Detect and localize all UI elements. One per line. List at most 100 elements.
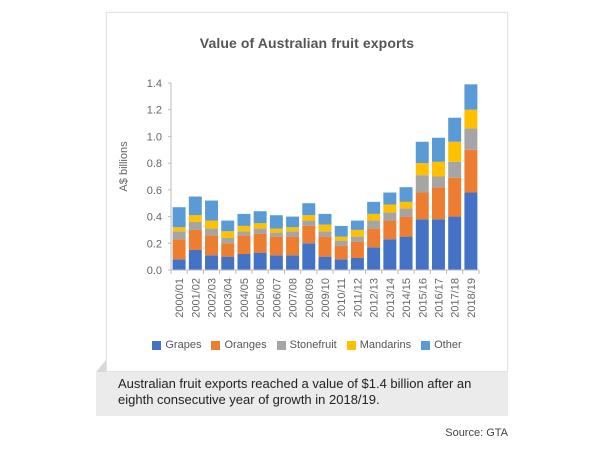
bar-segment-stonefruit: [237, 231, 251, 236]
bar-segment-grapes: [302, 243, 316, 270]
bar-stack: [188, 196, 202, 270]
bar-segment-grapes: [464, 192, 478, 270]
bar-segment-mandarins: [334, 236, 348, 241]
x-tick-label: 2012/13: [369, 278, 381, 318]
bar-segment-mandarins: [448, 141, 462, 162]
bar-segment-oranges: [318, 236, 332, 257]
legend-label: Stonefruit: [289, 339, 337, 351]
y-tick-label: 1.2: [147, 105, 162, 117]
bar-segment-stonefruit: [350, 236, 364, 242]
bar-segment-grapes: [221, 256, 235, 270]
x-tick-label: 2008/09: [304, 278, 316, 318]
bar-segment-other: [302, 203, 316, 216]
legend-label: Mandarins: [359, 339, 412, 351]
legend-label: Grapes: [165, 339, 202, 351]
x-tick-label: 2003/04: [223, 278, 235, 318]
y-tick-label: 0.6: [147, 185, 162, 197]
legend-swatch: [276, 340, 286, 350]
legend-swatch: [421, 340, 431, 350]
x-tick-label: 2011/12: [352, 278, 364, 317]
bar-segment-stonefruit: [269, 232, 283, 237]
source-note: Source: GTA: [445, 427, 508, 439]
y-tick-label: 0.2: [147, 238, 162, 250]
bar-segment-grapes: [431, 219, 445, 270]
x-tick-label: 2004/05: [239, 278, 251, 318]
bar-stack: [221, 220, 235, 270]
bar-segment-oranges: [188, 229, 202, 250]
bar-segment-grapes: [334, 259, 348, 270]
bar-stack: [302, 203, 316, 270]
bar-segment-other: [221, 220, 235, 232]
bar-segment-oranges: [464, 149, 478, 193]
bar-segment-stonefruit: [383, 212, 397, 221]
bar-segment-mandarins: [205, 220, 219, 229]
x-tick-label: 2015/16: [417, 278, 429, 318]
x-tick-label: 2007/08: [288, 278, 300, 318]
x-tick-label: 2002/03: [207, 278, 219, 318]
bar-segment-mandarins: [253, 223, 267, 229]
x-tick-label: 2000/01: [174, 278, 186, 318]
bar-segment-oranges: [253, 233, 267, 253]
legend: Grapes Oranges Stonefruit Mandarins Other: [107, 339, 507, 351]
caption-fold-decoration: [96, 360, 106, 372]
bar-segment-mandarins: [302, 215, 316, 221]
y-axis: 0.0 0.2 0.4 0.6 0.8 1.0 1.2 1.4: [147, 78, 172, 277]
bar-segment-mandarins: [269, 228, 283, 233]
bar-segment-stonefruit: [334, 240, 348, 246]
y-tick-label: 0.4: [147, 212, 162, 224]
bar-segment-stonefruit: [188, 221, 202, 230]
stacked-bar-chart: 0.00.20.40.60.81.01.21.4 2000/01 2001/02 2…: [118, 78, 480, 318]
bar-segment-oranges: [286, 236, 300, 256]
bar-segment-oranges: [205, 235, 219, 256]
bar-segment-other: [350, 220, 364, 230]
bar-segment-mandarins: [415, 163, 429, 176]
x-tick-label: 2006/07: [271, 278, 283, 318]
legend-swatch: [211, 340, 221, 350]
bar-stack: [286, 216, 300, 270]
bar-segment-oranges: [448, 177, 462, 217]
bar-segment-other: [205, 200, 219, 221]
bar-segment-stonefruit: [205, 228, 219, 236]
bar-stack: [464, 84, 478, 270]
legend-label: Other: [434, 339, 462, 351]
y-axis-title: A$ billions: [118, 141, 130, 192]
bar-segment-grapes: [188, 249, 202, 270]
legend-swatch: [152, 340, 162, 350]
legend-item-oranges: Oranges: [211, 339, 267, 351]
bar-segment-grapes: [350, 257, 364, 270]
bar-segment-oranges: [431, 187, 445, 220]
bar-segment-oranges: [302, 225, 316, 244]
bar-segment-other: [237, 213, 251, 226]
bar-segment-other: [334, 225, 348, 237]
bar-segment-grapes: [383, 239, 397, 270]
bar-segment-stonefruit: [399, 208, 413, 217]
bar-segment-oranges: [367, 228, 381, 248]
bar-segment-other: [431, 137, 445, 162]
bar-segment-mandarins: [367, 213, 381, 221]
bar-segment-mandarins: [286, 227, 300, 232]
legend-label: Oranges: [224, 339, 267, 351]
bar-stack: [383, 192, 397, 270]
bar-segment-stonefruit: [286, 231, 300, 237]
x-tick-label: 2001/02: [190, 278, 202, 318]
bar-segment-grapes: [253, 252, 267, 270]
bar-segment-other: [383, 192, 397, 205]
bar-stack: [399, 187, 413, 270]
bar-segment-stonefruit: [415, 175, 429, 193]
bar-segment-grapes: [172, 259, 186, 270]
y-tick-label: 0.0: [147, 265, 162, 277]
bar-segment-stonefruit: [464, 128, 478, 150]
x-tick-label: 2009/10: [320, 278, 332, 318]
bar-segment-mandarins: [221, 231, 235, 238]
chart-card: Value of Australian fruit exports 0.0 0.2…: [106, 12, 508, 372]
bar-segment-mandarins: [383, 204, 397, 213]
bar-segment-stonefruit: [302, 220, 316, 226]
bar-segment-oranges: [399, 216, 413, 237]
bar-segment-oranges: [415, 192, 429, 220]
x-axis: 2000/01 2001/02 2002/03 2003/04 2004/05 2005/…: [170, 269, 480, 318]
bar-segment-other: [464, 84, 478, 110]
bar-stack: [367, 201, 381, 270]
bar-segment-other: [286, 216, 300, 228]
bar-segment-grapes: [367, 247, 381, 270]
bar-segment-grapes: [237, 253, 251, 270]
